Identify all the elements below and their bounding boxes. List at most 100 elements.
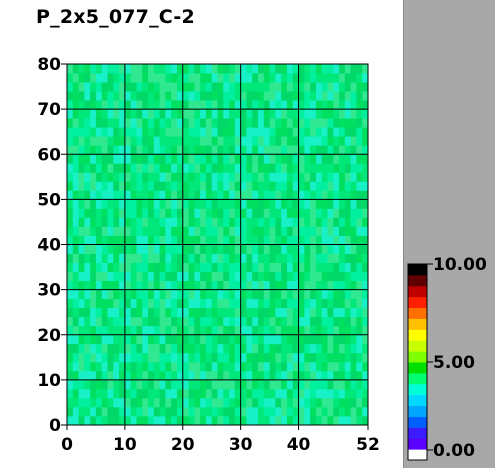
heatmap-cell — [298, 244, 305, 254]
heatmap-cell — [107, 388, 114, 399]
heatmap-cell — [95, 316, 103, 327]
heatmap-cell — [269, 109, 276, 119]
heatmap-cell — [321, 397, 328, 408]
heatmap-cell — [136, 388, 143, 399]
heatmap-cell — [136, 289, 143, 300]
heatmap-cell — [263, 109, 270, 119]
heatmap-cell — [194, 289, 201, 300]
heatmap-cell — [362, 352, 369, 363]
heatmap-cell — [90, 271, 97, 282]
heatmap-cell — [281, 127, 288, 137]
heatmap-cell — [258, 217, 265, 227]
y-tick-label: 60 — [37, 145, 61, 165]
heatmap-cell — [234, 190, 242, 200]
x-tick-label: 52 — [356, 435, 380, 455]
heatmap-cell — [171, 82, 178, 92]
heatmap-cell — [315, 136, 323, 146]
heatmap-cell — [281, 73, 288, 83]
heatmap-cell — [304, 109, 311, 119]
heatmap-cell — [263, 181, 270, 191]
heatmap-cell — [124, 262, 132, 272]
heatmap-cell — [153, 406, 161, 417]
heatmap-cell — [263, 73, 270, 83]
heatmap-cell — [286, 199, 294, 209]
heatmap-cell — [339, 415, 346, 426]
heatmap-cell — [321, 262, 328, 272]
heatmap-cell — [176, 334, 184, 345]
heatmap-cell — [171, 226, 178, 236]
heatmap-cell — [153, 280, 161, 291]
heatmap-cell — [211, 199, 218, 209]
heatmap-cell — [165, 316, 172, 327]
heatmap-cell — [263, 406, 270, 417]
heatmap-cell — [188, 271, 195, 282]
heatmap-cell — [292, 352, 299, 363]
heatmap-cell — [229, 145, 236, 155]
heatmap-cell — [344, 289, 352, 300]
heatmap-cell — [223, 388, 230, 399]
heatmap-cell — [78, 406, 85, 417]
heatmap-cell — [101, 388, 108, 399]
heatmap-cell — [362, 145, 369, 155]
heatmap-cell — [159, 217, 166, 227]
heatmap-cell — [333, 271, 340, 282]
heatmap-cell — [286, 262, 294, 272]
heatmap-cell — [217, 316, 224, 327]
heatmap-cell — [176, 280, 184, 291]
heatmap-cell — [182, 73, 189, 83]
heatmap-cell — [101, 361, 108, 372]
heatmap-cell — [95, 397, 103, 408]
heatmap-cell — [333, 109, 340, 119]
heatmap-cell — [229, 154, 236, 164]
heatmap-cell — [356, 325, 363, 336]
heatmap-cell — [246, 262, 253, 272]
heatmap-cell — [130, 163, 137, 173]
heatmap-cell — [171, 181, 178, 191]
heatmap-cell — [304, 199, 311, 209]
heatmap-cell — [78, 280, 85, 291]
heatmap-cell — [211, 361, 218, 372]
heatmap-cell — [229, 397, 236, 408]
heatmap-cell — [130, 370, 137, 381]
heatmap-cell — [200, 190, 207, 200]
heatmap-cell — [269, 289, 276, 300]
heatmap-cell — [217, 352, 224, 363]
heatmap-cell — [286, 307, 294, 318]
heatmap-cell — [321, 127, 328, 137]
heatmap-cell — [200, 208, 207, 218]
heatmap-cell — [205, 334, 213, 345]
heatmap-cell — [350, 190, 357, 200]
heatmap-cell — [304, 136, 311, 146]
heatmap-cell — [292, 235, 299, 245]
heatmap-cell — [246, 370, 253, 381]
heatmap-cell — [275, 316, 282, 327]
heatmap-cell — [252, 73, 259, 83]
heatmap-cell — [269, 82, 276, 92]
heatmap-cell — [327, 73, 334, 83]
heatmap-cell — [298, 91, 305, 101]
heatmap-cell — [246, 235, 253, 245]
heatmap-cell — [95, 64, 103, 74]
heatmap-cell — [78, 109, 85, 119]
heatmap-cell — [84, 361, 91, 372]
heatmap-cell — [67, 244, 74, 254]
heatmap-cell — [130, 217, 137, 227]
heatmap-cell — [229, 136, 236, 146]
heatmap-cell — [200, 352, 207, 363]
heatmap-cell — [90, 379, 97, 390]
heatmap-cell — [142, 109, 149, 119]
heatmap-cell — [95, 244, 103, 254]
heatmap-cell — [205, 226, 213, 236]
heatmap-cell — [200, 91, 207, 101]
heatmap-cell — [339, 181, 346, 191]
heatmap-cell — [252, 154, 259, 164]
heatmap-cell — [124, 325, 132, 336]
heatmap-cell — [315, 280, 323, 291]
heatmap-cell — [298, 109, 305, 119]
heatmap-cell — [119, 406, 126, 417]
heatmap-cell — [356, 73, 363, 83]
heatmap-cell — [333, 406, 340, 417]
heatmap-cell — [153, 379, 161, 390]
heatmap-cell — [200, 226, 207, 236]
heatmap-cell — [211, 307, 218, 318]
